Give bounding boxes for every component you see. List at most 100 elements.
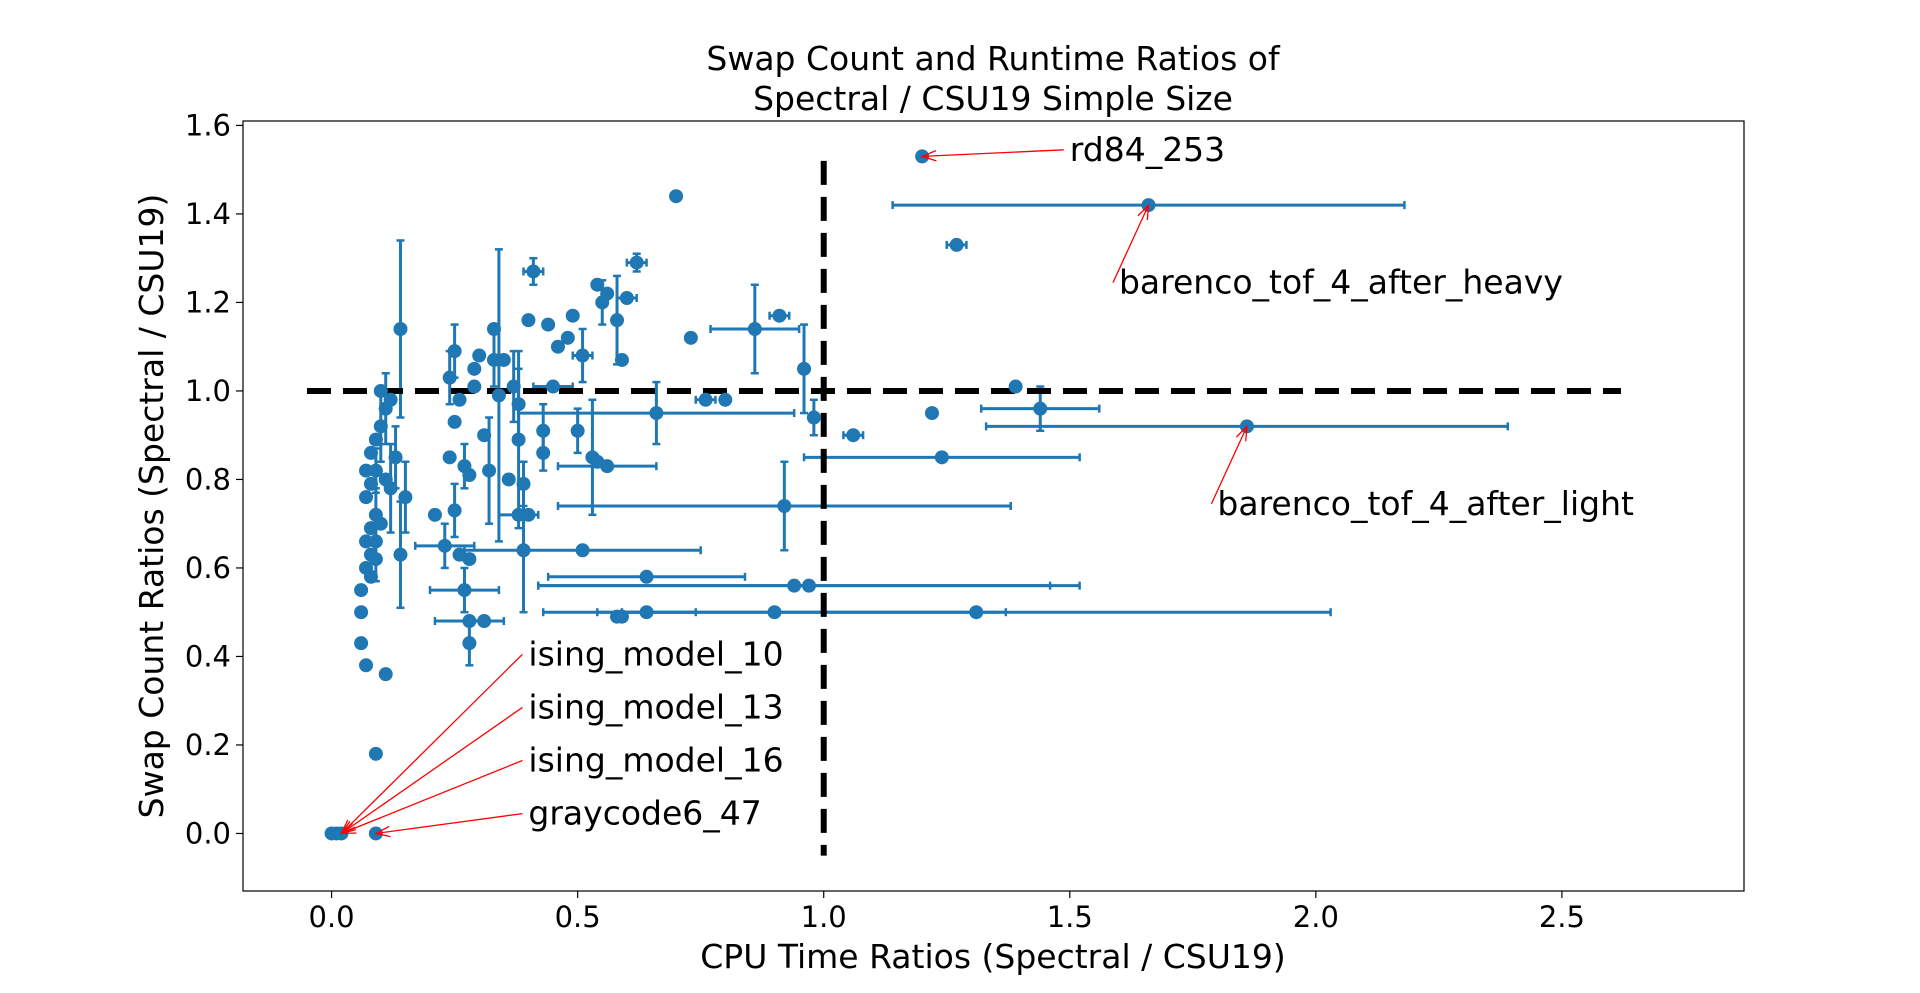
data-point	[442, 370, 457, 385]
x-axis: 0.0 0.5 1.0 1.5 2.0 2.5	[309, 891, 1585, 934]
data-point	[575, 348, 590, 363]
data-point	[536, 445, 551, 460]
data-point	[354, 605, 369, 620]
data-point	[477, 428, 492, 443]
annotation-arrow	[341, 759, 523, 835]
y-tick-label: 0.0	[185, 816, 231, 850]
data-point	[427, 507, 442, 522]
y-tick-label: 1.6	[185, 108, 231, 142]
data-point	[718, 392, 733, 407]
y-tick-label: 1.0	[185, 374, 231, 408]
data-point	[546, 379, 561, 394]
y-tick-label: 1.4	[185, 197, 231, 231]
annotation-label: ising_model_13	[528, 687, 783, 726]
data-point	[359, 534, 374, 549]
data-point	[536, 423, 551, 438]
data-point	[442, 450, 457, 465]
data-point	[747, 321, 762, 336]
annotation-arrowhead	[1137, 203, 1150, 221]
x-tick-label: 0.0	[309, 900, 355, 934]
plot-area	[306, 149, 1621, 856]
annotation-arrowhead	[1235, 424, 1248, 442]
data-point	[368, 432, 383, 447]
data-point	[447, 503, 462, 518]
data-point	[610, 313, 625, 328]
data-point	[373, 516, 388, 531]
data-point	[368, 534, 383, 549]
data-point	[629, 255, 644, 270]
data-point	[506, 379, 521, 394]
data-point	[373, 383, 388, 398]
y-axis: 0.0 0.2 0.4 0.6 0.8 1.0 1.2 1.4 1.6	[185, 108, 243, 850]
data-point	[649, 406, 664, 421]
annotation-arrow	[341, 706, 523, 835]
data-point	[511, 507, 526, 522]
data-point	[1033, 401, 1048, 416]
data-point	[462, 614, 477, 629]
data-point	[368, 746, 383, 761]
data-point	[772, 308, 787, 323]
data-point	[467, 379, 482, 394]
data-point	[462, 468, 477, 483]
y-axis-label: Swap Count Ratios (Spectral / CSU19)	[132, 194, 171, 819]
data-point	[393, 547, 408, 562]
data-point	[477, 614, 492, 629]
annotation-label: barenco_tof_4_after_heavy	[1119, 263, 1563, 302]
data-point	[373, 419, 388, 434]
data-point	[806, 410, 821, 425]
data-point	[491, 388, 506, 403]
data-point	[777, 499, 792, 513]
plot-frame	[242, 120, 1745, 892]
chart-title-line-2: Spectral / CSU19 Simple Size	[753, 79, 1233, 118]
data-point	[600, 459, 615, 474]
x-tick-label: 1.5	[1047, 900, 1093, 934]
data-point	[511, 397, 526, 412]
data-point	[846, 428, 861, 443]
data-point	[619, 291, 634, 306]
data-point	[354, 583, 369, 598]
y-tick-label: 0.2	[185, 728, 231, 762]
data-point	[767, 605, 782, 620]
data-point	[393, 321, 408, 336]
annotation-label: graycode6_47	[528, 794, 761, 833]
data-point	[457, 583, 472, 598]
data-point	[698, 392, 713, 407]
chart-title-line-1: Swap Count and Runtime Ratios of	[706, 39, 1281, 78]
x-tick-label: 0.5	[555, 900, 601, 934]
data-point	[452, 392, 467, 407]
data-point	[472, 348, 487, 363]
annotation-arrowhead	[920, 150, 937, 162]
y-tick-label: 0.4	[185, 639, 231, 673]
annotation-arrowhead	[373, 825, 391, 838]
data-point	[496, 352, 511, 367]
annotation-arrow	[922, 149, 1064, 158]
data-point	[521, 313, 536, 328]
x-tick-label: 1.0	[801, 900, 847, 934]
data-point	[437, 538, 452, 553]
data-point	[383, 392, 398, 407]
data-point	[363, 547, 378, 562]
data-point	[447, 344, 462, 359]
data-point	[521, 507, 536, 522]
data-point	[526, 264, 541, 279]
data-point	[614, 352, 629, 367]
data-point	[363, 569, 378, 584]
data-point	[378, 472, 393, 487]
data-point	[378, 667, 393, 682]
data-point	[447, 414, 462, 429]
y-tick-label: 1.2	[185, 285, 231, 319]
data-point	[565, 308, 580, 323]
data-point	[486, 321, 501, 336]
data-point	[541, 317, 556, 332]
data-point	[934, 450, 949, 465]
data-point	[359, 490, 374, 505]
data-point	[368, 463, 383, 478]
data-point	[516, 543, 531, 558]
data-point	[467, 361, 482, 376]
x-tick-label: 2.0	[1293, 900, 1339, 934]
data-point	[516, 476, 531, 491]
annotation-arrow	[375, 812, 523, 835]
data-point	[590, 277, 605, 292]
data-point	[482, 463, 497, 478]
